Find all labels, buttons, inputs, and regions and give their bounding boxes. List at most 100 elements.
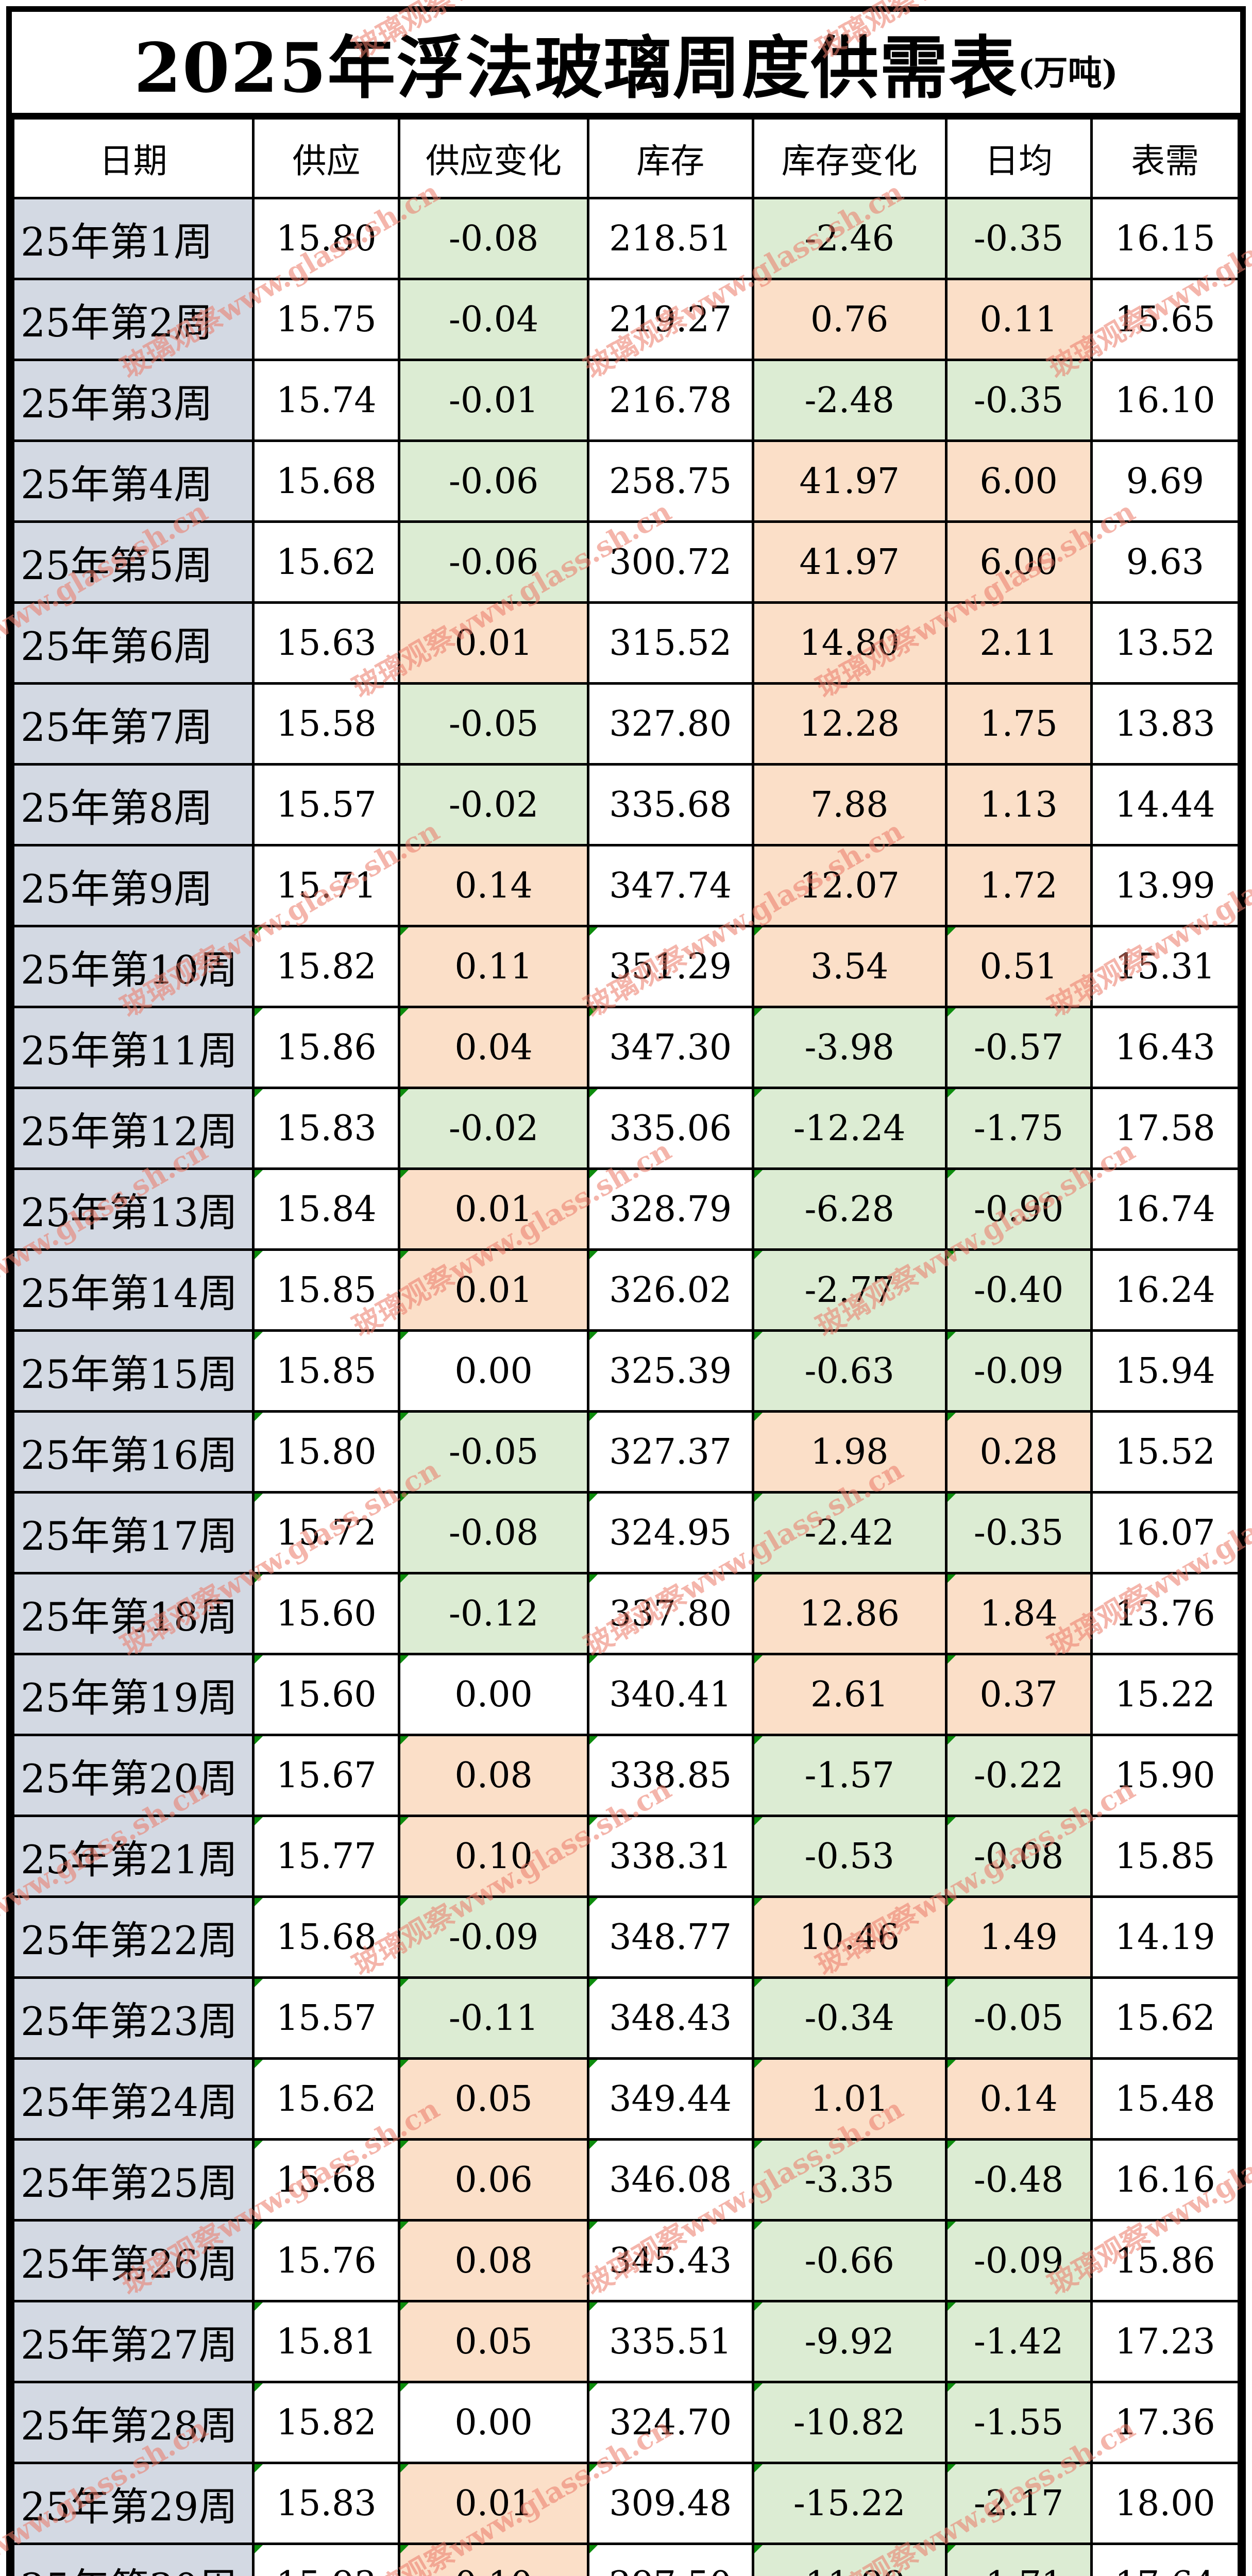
apparent-demand-cell: 13.83 <box>1090 682 1241 766</box>
page-title: 2025年浮法玻璃周度供需表 <box>134 28 1018 108</box>
flag-triangle-icon <box>949 1333 956 1340</box>
flag-triangle-icon <box>755 1171 763 1178</box>
table-row: 25年第4周 15.68 -0.06 258.75 41.97 6.00 9.6… <box>11 439 1241 523</box>
flag-triangle-icon <box>590 2465 598 2472</box>
inventory-cell: 348.43 <box>586 1976 754 2060</box>
supply-change-cell: 0.10 <box>398 1815 589 1898</box>
table-row: 25年第7周 15.58 -0.05 327.80 12.28 1.75 13.… <box>11 682 1241 766</box>
flag-triangle-icon <box>755 1899 763 1906</box>
apparent-demand-cell: 17.58 <box>1090 1087 1241 1170</box>
apparent-demand-cell: 14.44 <box>1090 763 1241 846</box>
flag-triangle-icon <box>401 1252 409 1259</box>
week-label: 25年第6周 <box>11 601 255 685</box>
flag-triangle-icon <box>401 2546 409 2553</box>
flag-triangle-icon <box>256 1333 263 1340</box>
flag-triangle-icon <box>256 1414 263 1421</box>
supply-change-cell: -0.11 <box>398 1976 589 2060</box>
daily-average-cell: -0.09 <box>944 2219 1093 2302</box>
flag-triangle-icon <box>590 928 598 936</box>
flag-triangle-icon <box>401 1818 409 1825</box>
flag-triangle-icon <box>401 2465 409 2472</box>
supply-cell: 15.62 <box>252 2057 401 2141</box>
inventory-cell: 297.50 <box>586 2543 754 2576</box>
week-label: 25年第4周 <box>11 439 255 523</box>
flag-triangle-icon <box>755 2465 763 2472</box>
flag-triangle-icon <box>755 1252 763 1259</box>
flag-triangle-icon <box>590 1656 598 1664</box>
apparent-demand-cell: 15.65 <box>1090 278 1241 361</box>
flag-triangle-icon <box>949 1090 956 1097</box>
supply-change-cell: 0.00 <box>398 1329 589 1413</box>
supply-change-cell: -0.06 <box>398 439 589 523</box>
apparent-demand-cell: 15.31 <box>1090 925 1241 1008</box>
apparent-demand-cell: 9.63 <box>1090 520 1241 604</box>
inventory-change-cell: -10.82 <box>751 2381 948 2464</box>
apparent-demand-cell: 16.43 <box>1090 1006 1241 1089</box>
flag-triangle-icon <box>949 1980 956 1987</box>
flag-triangle-icon <box>755 928 763 936</box>
supply-change-cell: -0.02 <box>398 1087 589 1170</box>
apparent-demand-cell: 9.69 <box>1090 439 1241 523</box>
apparent-demand-cell: 16.24 <box>1090 1248 1241 1332</box>
inventory-cell: 327.37 <box>586 1410 754 1494</box>
supply-cell: 15.85 <box>252 1329 401 1413</box>
inventory-cell: 315.52 <box>586 601 754 685</box>
week-label: 25年第24周 <box>11 2057 255 2141</box>
apparent-demand-cell: 15.90 <box>1090 1734 1241 1817</box>
flag-triangle-icon <box>590 2546 598 2553</box>
table-row: 25年第8周 15.57 -0.02 335.68 7.88 1.13 14.4… <box>11 763 1241 846</box>
supply-cell: 15.76 <box>252 2219 401 2302</box>
supply-change-cell: 0.00 <box>398 1653 589 1736</box>
week-label: 25年第20周 <box>11 1734 255 1817</box>
table-row: 25年第19周 15.60 0.00 340.41 2.61 0.37 15.2… <box>11 1653 1241 1736</box>
table-row: 25年第13周 15.84 0.01 328.79 -6.28 -0.90 16… <box>11 1167 1241 1251</box>
table-row: 25年第22周 15.68 -0.09 348.77 10.46 1.49 14… <box>11 1895 1241 1979</box>
flag-triangle-icon <box>590 1414 598 1421</box>
inventory-change-cell: 1.01 <box>751 2057 948 2141</box>
inventory-cell: 219.27 <box>586 278 754 361</box>
flag-triangle-icon <box>401 1495 409 1502</box>
supply-change-cell: -0.04 <box>398 278 589 361</box>
table-row: 25年第2周 15.75 -0.04 219.27 0.76 0.11 15.6… <box>11 278 1241 361</box>
supply-cell: 15.74 <box>252 359 401 442</box>
flag-triangle-icon <box>401 1171 409 1178</box>
flag-triangle-icon <box>949 2223 956 2230</box>
table-row: 25年第28周 15.82 0.00 324.70 -10.82 -1.55 1… <box>11 2381 1241 2464</box>
flag-triangle-icon <box>256 1980 263 1987</box>
supply-cell: 15.75 <box>252 278 401 361</box>
flag-triangle-icon <box>401 1009 409 1016</box>
table-row: 25年第30周 15.93 0.10 297.50 -11.99 -1.71 1… <box>11 2543 1241 2576</box>
table-row: 25年第12周 15.83 -0.02 335.06 -12.24 -1.75 … <box>11 1087 1241 1170</box>
supply-cell: 15.72 <box>252 1491 401 1574</box>
table-row: 25年第14周 15.85 0.01 326.02 -2.77 -0.40 16… <box>11 1248 1241 1332</box>
daily-average-cell: 6.00 <box>944 520 1093 604</box>
inventory-change-cell: -3.35 <box>751 2138 948 2222</box>
week-label: 25年第19周 <box>11 1653 255 1736</box>
apparent-demand-cell: 17.23 <box>1090 2300 1241 2383</box>
inventory-cell: 324.70 <box>586 2381 754 2464</box>
supply-cell: 15.83 <box>252 2462 401 2545</box>
flag-triangle-icon <box>401 1090 409 1097</box>
flag-triangle-icon <box>755 1090 763 1097</box>
inventory-change-cell: -0.34 <box>751 1976 948 2060</box>
inventory-cell: 325.39 <box>586 1329 754 1413</box>
flag-triangle-icon <box>256 1575 263 1583</box>
inventory-change-cell: -12.24 <box>751 1087 948 1170</box>
apparent-demand-cell: 16.15 <box>1090 197 1241 280</box>
daily-average-cell: -0.57 <box>944 1006 1093 1089</box>
flag-triangle-icon <box>256 2384 263 2392</box>
week-label: 25年第3周 <box>11 359 255 442</box>
flag-triangle-icon <box>755 2384 763 2392</box>
table-row: 25年第5周 15.62 -0.06 300.72 41.97 6.00 9.6… <box>11 520 1241 604</box>
flag-triangle-icon <box>256 1899 263 1906</box>
apparent-demand-cell: 18.00 <box>1090 2462 1241 2545</box>
inventory-cell: 337.80 <box>586 1572 754 1655</box>
daily-average-cell: 0.28 <box>944 1410 1093 1494</box>
flag-triangle-icon <box>755 1333 763 1340</box>
flag-triangle-icon <box>401 1656 409 1664</box>
table-row: 25年第11周 15.86 0.04 347.30 -3.98 -0.57 16… <box>11 1006 1241 1089</box>
week-label: 25年第18周 <box>11 1572 255 1655</box>
inventory-cell: 346.08 <box>586 2138 754 2222</box>
flag-triangle-icon <box>401 1899 409 1906</box>
flag-triangle-icon <box>590 1090 598 1097</box>
